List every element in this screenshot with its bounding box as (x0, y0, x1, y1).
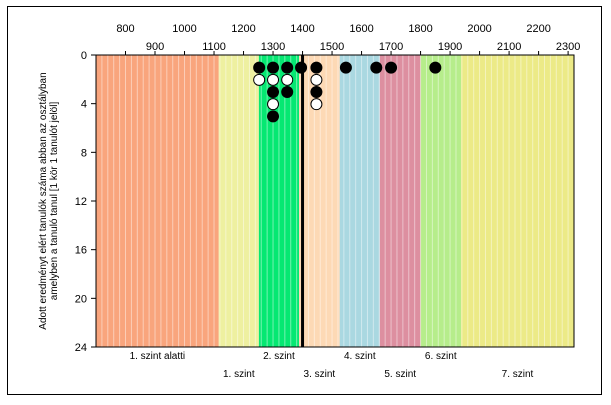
open-point (253, 73, 266, 86)
x-tick-label: 2000 (467, 23, 491, 35)
x-tick-label: 1000 (172, 23, 196, 35)
open-point (267, 73, 280, 86)
level-band-label: 4. szint (344, 351, 376, 362)
y-tick-label: 24 (75, 342, 87, 354)
x-tick-label: 2300 (556, 41, 580, 53)
filled-point (281, 61, 294, 74)
x-tick-label: 1200 (231, 23, 255, 35)
y-tick-label: 4 (81, 99, 87, 111)
filled-point (310, 86, 323, 98)
open-point (310, 73, 323, 86)
filled-point (295, 61, 308, 74)
level-band-label: 2. szint (263, 351, 295, 362)
y-tick-label: 20 (75, 293, 87, 305)
level-band-label: 1. szint (223, 369, 255, 380)
x-tick-label: 900 (146, 41, 164, 53)
y-tick-label: 16 (75, 245, 87, 257)
level-band-1 (96, 55, 219, 347)
x-tick-label: 1900 (438, 41, 462, 53)
open-point (267, 98, 280, 111)
filled-point (310, 61, 323, 74)
level-band-label: 1. szint alatti (130, 351, 186, 362)
x-tick-label: 1500 (320, 41, 344, 53)
level-band-label: 3. szint (304, 369, 336, 380)
y-tick-label: 12 (75, 196, 87, 208)
x-tick-label: 1800 (408, 23, 432, 35)
open-point (281, 73, 294, 86)
x-tick-label: 800 (116, 23, 134, 35)
filled-point (370, 61, 383, 74)
filled-point (267, 61, 280, 74)
level-band-label: 6. szint (425, 351, 457, 362)
filled-point (429, 61, 442, 74)
level-band-8 (460, 55, 574, 347)
filled-point (339, 61, 352, 74)
y-axis-label: Adott eredményt elért tanulók száma abba… (38, 72, 60, 329)
filled-point (385, 61, 398, 74)
level-band-label: 5. szint (384, 369, 416, 380)
level-band-2 (218, 55, 259, 347)
level-band-5 (339, 55, 380, 347)
x-tick-label: 1400 (290, 23, 314, 35)
level-band-6 (379, 55, 421, 347)
x-tick-label: 1700 (379, 41, 403, 53)
y-axis-label-line: Adott eredményt elért tanulók száma abba… (38, 72, 49, 329)
open-point (310, 98, 323, 111)
x-tick-label: 1600 (349, 23, 373, 35)
level-band-label: 7. szint (502, 369, 534, 380)
x-tick-label: 2100 (497, 41, 521, 53)
filled-point (267, 86, 280, 98)
x-tick-label: 1100 (202, 41, 226, 53)
y-tick-label: 8 (81, 147, 87, 159)
filled-point (253, 61, 266, 74)
y-tick-label: 0 (81, 50, 87, 62)
level-band-7 (420, 55, 461, 347)
x-tick-label: 1300 (261, 41, 285, 53)
filled-point (281, 86, 294, 98)
filled-point (267, 110, 280, 123)
y-axis-label-line: amelyben a tanuló tanul [1 kör 1 tanulót… (49, 102, 60, 301)
x-tick-label: 2200 (526, 23, 550, 35)
level-band-4 (299, 55, 340, 347)
